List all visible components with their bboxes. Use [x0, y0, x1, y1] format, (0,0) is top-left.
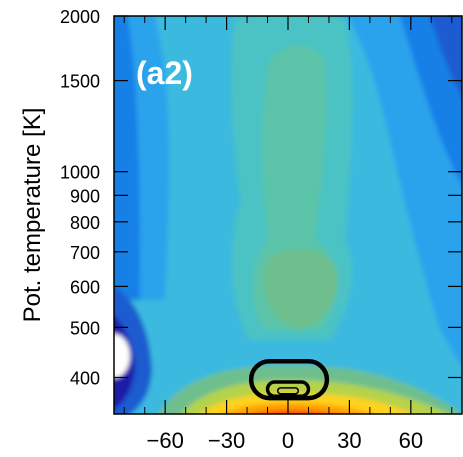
missing-data-hole [114, 334, 130, 378]
y-tick-label: 2000 [60, 7, 100, 27]
contour-lines [248, 359, 330, 401]
contour-line-middle [265, 380, 311, 398]
y-tick-label: 800 [70, 213, 100, 233]
y-tick-label: 400 [70, 368, 100, 388]
top-right-dark-region [429, 16, 462, 97]
left-outer-blue-region [114, 16, 140, 300]
contour-line-inner [277, 387, 299, 395]
surface-orange-band [222, 403, 372, 414]
x-tick-label: −30 [208, 428, 245, 453]
y-axis-label: Pot. temperature [K] [19, 108, 46, 323]
x-tick-label: 0 [282, 428, 294, 453]
y-tick-label: 1000 [60, 163, 100, 183]
surface-red-band [250, 410, 337, 414]
y-tick-label: 900 [70, 186, 100, 206]
mid-green-patch [263, 249, 339, 330]
contour-line-outer [248, 359, 330, 401]
x-tick-label: 60 [399, 428, 423, 453]
x-tick-label: 30 [337, 428, 361, 453]
x-tick-label: −60 [147, 428, 184, 453]
y-tick-label: 1500 [60, 72, 100, 92]
axis-ticks: −60 −30 0 30 60 400 500 600 700 800 900 1000 1500 200… [60, 7, 462, 453]
y-tick-label: 500 [70, 318, 100, 338]
y-tick-label: 600 [70, 277, 100, 297]
y-tick-label: 700 [70, 243, 100, 263]
plot-area [114, 16, 462, 414]
panel-label: (a2) [136, 55, 193, 91]
